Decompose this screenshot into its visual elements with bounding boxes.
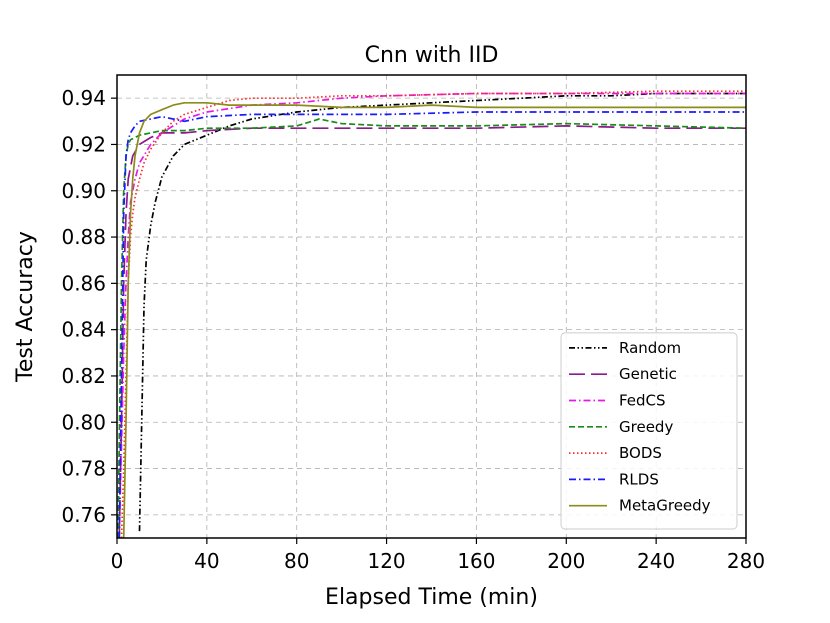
y-tick-label: 0.94 (61, 86, 106, 110)
y-tick-label: 0.80 (61, 410, 106, 434)
y-tick-label: 0.90 (61, 179, 106, 203)
y-tick-label: 0.84 (61, 318, 106, 342)
y-tick-label: 0.78 (61, 457, 106, 481)
x-tick-label: 80 (284, 549, 309, 573)
series-line (118, 125, 746, 538)
legend-label: MetaGreedy (619, 497, 711, 515)
y-tick-label: 0.86 (61, 271, 106, 295)
series-line (122, 101, 746, 538)
y-axis-ticks: 0.76 0.78 0.80 0.82 0.84 0.86 0.88 0.90 0.92 0.94 (61, 86, 117, 527)
series-line (118, 92, 746, 538)
legend-label: RLDS (619, 470, 659, 488)
x-axis-ticks: 0 40 80 120 160 200 240 280 (111, 538, 765, 573)
x-tick-label: 200 (547, 549, 585, 573)
plot-frame (116, 74, 747, 539)
legend-label: Greedy (619, 418, 673, 436)
y-axis-title: Test Accuracy (13, 231, 38, 383)
x-tick-label: 240 (637, 549, 675, 573)
series-line (138, 92, 746, 532)
x-tick-label: 280 (727, 549, 765, 573)
chart-title: Cnn with IID (365, 43, 499, 68)
legend: Random Genetic FedCS Greedy BODS RLDS MetaGree… (560, 332, 738, 530)
legend-label: Random (619, 339, 681, 357)
y-tick-label: 0.82 (61, 364, 106, 388)
legend-label: Genetic (619, 365, 677, 383)
y-tick-label: 0.76 (61, 503, 106, 527)
legend-label: FedCS (619, 392, 666, 410)
x-tick-label: 0 (111, 549, 124, 573)
series-lines (117, 90, 746, 538)
y-tick-label: 0.92 (61, 132, 106, 156)
y-tick-label: 0.88 (61, 225, 106, 249)
x-tick-label: 120 (367, 549, 405, 573)
x-tick-label: 160 (457, 549, 495, 573)
x-axis-title: Elapsed Time (min) (325, 585, 538, 610)
x-tick-label: 40 (194, 549, 219, 573)
legend-label: BODS (619, 444, 662, 462)
series-line (118, 111, 746, 538)
